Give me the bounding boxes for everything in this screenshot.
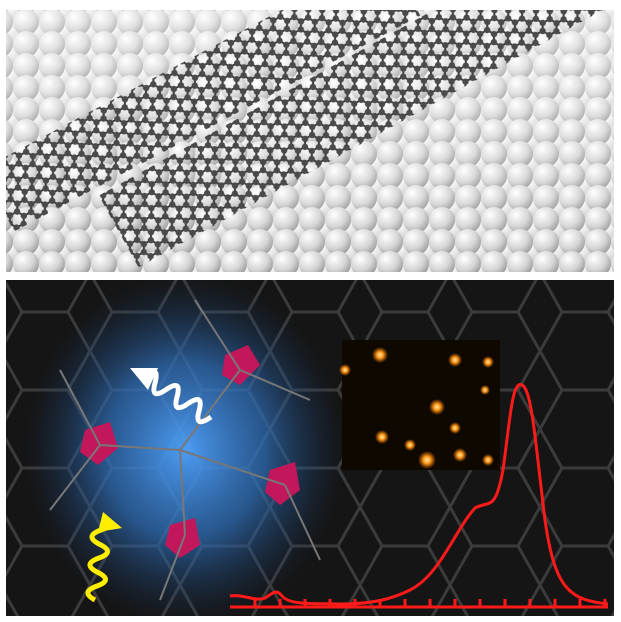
emission-spectrum <box>229 383 609 609</box>
molecule-glow <box>25 280 345 616</box>
nanoribbon <box>6 10 421 232</box>
emitters <box>339 347 494 469</box>
micrograph <box>342 340 500 470</box>
fluorescence-panel <box>6 280 614 616</box>
excitation-arrow <box>143 368 213 425</box>
graphene-panel <box>6 10 614 272</box>
nanoribbon <box>98 10 614 268</box>
molecule-bonds <box>49 299 321 601</box>
